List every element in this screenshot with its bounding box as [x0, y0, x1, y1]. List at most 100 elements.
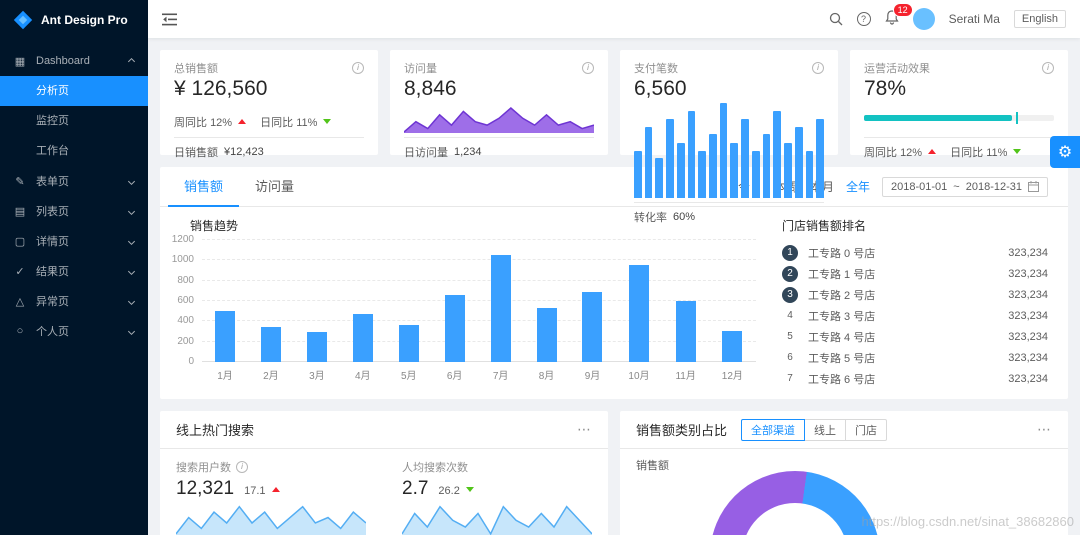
date-end: 2018-12-31: [965, 180, 1022, 193]
sidebar-item-0[interactable]: ▦ Dashboard: [0, 46, 148, 76]
store-value: 323,234: [1008, 351, 1048, 364]
chevron-down-icon: [127, 177, 136, 185]
bar-11月[interactable]: 11月: [675, 301, 696, 382]
footer-value: 60%: [673, 211, 696, 223]
caret-down-icon: [465, 487, 474, 492]
page-content: 总销售额 i ¥ 126,560 周同比 12% 日同比 11%: [148, 38, 1080, 535]
theme-settings-button[interactable]: ⚙: [1050, 136, 1080, 168]
app-logo[interactable]: Ant Design Pro: [0, 0, 148, 40]
info-icon[interactable]: i: [352, 61, 364, 74]
bar-5月[interactable]: 5月: [398, 325, 419, 382]
bar-x-label: 9月: [584, 371, 601, 382]
ant-design-logo-icon: [13, 10, 33, 30]
sidebar-item-4[interactable]: ✓ 结果页: [0, 256, 148, 286]
stat-title: 总销售额: [174, 62, 218, 75]
tab-visits[interactable]: 访问量: [255, 178, 295, 194]
bar-x-label: 1月: [217, 371, 233, 382]
payments-mini-chart: [634, 103, 824, 198]
bar-1月[interactable]: 1月: [214, 311, 235, 382]
footer-label: 日销售额: [174, 147, 218, 159]
menu-fold-icon[interactable]: [162, 13, 177, 26]
store-value: 323,234: [1008, 372, 1048, 385]
sales-trend-title: 销售趋势: [190, 219, 239, 233]
date-range-picker[interactable]: 2018-01-01 ~ 2018-12-31: [882, 176, 1048, 197]
range-year[interactable]: 全年: [845, 180, 870, 194]
progress-target-marker: [1016, 112, 1018, 124]
caret-down-icon: [323, 119, 332, 124]
ranking-row: 6 工专路 5 号店 323,234: [782, 347, 1048, 368]
bar-7月[interactable]: 7月: [490, 255, 511, 382]
sales-card-body: 销售趋势 0 200 400 600 800 1000 1200 1月 2月 3月 4月 5月 6月 7月…: [160, 207, 1068, 389]
help-icon[interactable]: ?: [856, 12, 871, 26]
search-icon[interactable]: [829, 12, 843, 26]
bar-8月[interactable]: 8月: [536, 308, 557, 382]
bar-2月[interactable]: 2月: [260, 327, 281, 382]
sidebar-item-label: 异常页: [36, 296, 69, 308]
notification-bell-icon[interactable]: 12: [884, 3, 913, 28]
chevron-up-icon: [127, 57, 136, 65]
info-icon[interactable]: i: [812, 61, 824, 74]
info-icon[interactable]: i: [236, 461, 248, 473]
sidebar-subitem-1[interactable]: 监控页: [36, 115, 69, 127]
warning-icon: △: [15, 295, 25, 308]
bar-10月[interactable]: 10月: [628, 265, 650, 382]
store-name: 工专路 0 号店: [808, 247, 876, 260]
info-icon[interactable]: i: [1042, 61, 1054, 74]
bar-x-label: 8月: [538, 371, 555, 382]
store-value: 323,234: [1008, 288, 1048, 301]
sidebar-subitem-2[interactable]: 工作台: [36, 145, 69, 157]
table-icon: ▤: [14, 205, 26, 218]
sidebar-item-6[interactable]: ○ 个人页: [0, 316, 148, 346]
form-icon: ✎: [15, 175, 25, 188]
stat-title: 运营活动效果: [864, 62, 930, 75]
card-more-icon[interactable]: ⋯: [577, 421, 592, 437]
sales-trend-section: 销售趋势 0 200 400 600 800 1000 1200 1月 2月 3月 4月 5月 6月 7月…: [172, 217, 782, 389]
ranking-row: 3 工专路 2 号店 323,234: [782, 284, 1048, 305]
bar-4月[interactable]: 4月: [352, 314, 373, 382]
store-name: 工专路 4 号店: [808, 331, 876, 344]
sidebar-item-5[interactable]: △ 异常页: [0, 286, 148, 316]
bar-9月[interactable]: 9月: [582, 291, 603, 382]
rank-number: 2: [782, 265, 798, 282]
rank-number: 6: [787, 351, 793, 363]
chevron-down-icon: [127, 327, 136, 335]
seg-all-channels[interactable]: 全部渠道: [741, 418, 806, 441]
store-value: 323,234: [1008, 330, 1048, 343]
store-name: 工专路 3 号店: [808, 310, 876, 323]
chevron-down-icon: [127, 237, 136, 245]
category-subtitle: 销售额: [636, 460, 669, 472]
store-name: 工专路 6 号店: [808, 373, 876, 386]
seg-online[interactable]: 线上: [804, 418, 847, 441]
sidebar-item-label: 结果页: [36, 266, 69, 278]
sidebar-item-1[interactable]: ✎ 表单页: [0, 166, 148, 196]
bar-6月[interactable]: 6月: [444, 294, 465, 382]
bar-x-label: 7月: [492, 371, 509, 382]
tab-sales[interactable]: 销售额: [168, 167, 240, 207]
bar-12月[interactable]: 12月: [722, 330, 743, 382]
stat-card-visits: 访问量 i 8,846 日访问量 1,234: [390, 50, 608, 159]
bar-x-label: 5月: [400, 371, 417, 382]
check-icon: ✓: [15, 265, 25, 278]
search-users-sparkline: [176, 501, 366, 535]
user-avatar[interactable]: [912, 8, 935, 30]
rank-number: 5: [787, 330, 793, 342]
category-donut-chart[interactable]: [710, 471, 880, 535]
card-more-icon[interactable]: ⋯: [1037, 421, 1052, 437]
sidebar-item-label: 表单页: [36, 176, 69, 188]
date-separator: ~: [953, 180, 960, 193]
sidebar-subitem-0[interactable]: 分析页: [0, 76, 148, 106]
bar-x-label: 3月: [309, 371, 325, 382]
sidebar-item-2[interactable]: ▤ 列表页: [0, 196, 148, 226]
stat-value: ¥ 126,560: [174, 77, 268, 100]
bar-3月[interactable]: 3月: [306, 331, 327, 382]
info-icon[interactable]: i: [582, 61, 594, 74]
sales-trend-bar-chart: 0 200 400 600 800 1000 1200 1月 2月 3月 4月 5月 6月 7月 8月 9月 1…: [172, 234, 756, 382]
seg-stores[interactable]: 门店: [845, 418, 888, 441]
user-name[interactable]: Serati Ma: [948, 12, 1000, 26]
stat-value: 6,560: [634, 77, 687, 100]
language-selector[interactable]: English: [1013, 10, 1066, 28]
sidebar-item-label: 列表页: [36, 206, 69, 218]
header-actions: ? 12 Serati Ma English: [829, 3, 1066, 30]
sidebar-item-3[interactable]: ▢ 详情页: [0, 226, 148, 256]
